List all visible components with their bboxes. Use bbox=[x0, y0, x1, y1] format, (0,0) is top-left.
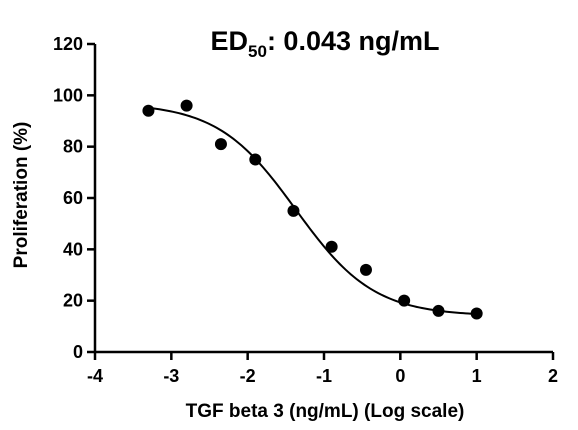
data-point bbox=[470, 307, 483, 320]
chart-title-suffix: : 0.043 ng/mL bbox=[267, 26, 440, 56]
x-axis-title: TGF beta 3 (ng/mL) (Log scale) bbox=[186, 401, 465, 422]
y-axis: 0 20 40 60 80 100 120 bbox=[53, 34, 97, 362]
fit-curve bbox=[148, 106, 477, 316]
data-points bbox=[142, 99, 483, 320]
y-axis-title: Proliferation (%) bbox=[11, 122, 32, 269]
data-point bbox=[287, 204, 300, 217]
x-tick-label: 1 bbox=[472, 366, 482, 386]
data-point bbox=[142, 104, 155, 117]
chart-title-prefix: ED bbox=[211, 26, 249, 56]
data-point bbox=[398, 294, 411, 307]
x-tick-label: -2 bbox=[240, 366, 256, 386]
data-point bbox=[180, 99, 193, 112]
data-point bbox=[432, 304, 445, 317]
y-tick-label: 0 bbox=[73, 342, 83, 362]
data-point bbox=[214, 138, 227, 151]
chart-title: ED50: 0.043 ng/mL bbox=[211, 26, 440, 61]
y-tick-label: 120 bbox=[53, 34, 83, 54]
data-point bbox=[359, 263, 372, 276]
x-tick-label: 2 bbox=[548, 366, 558, 386]
x-axis: -4 -3 -2 -1 0 1 2 bbox=[87, 350, 558, 386]
x-tick-label: -4 bbox=[87, 366, 103, 386]
y-tick-label: 20 bbox=[63, 291, 83, 311]
fit-curve-group bbox=[148, 106, 477, 316]
x-tick-label: -3 bbox=[163, 366, 179, 386]
y-tick-label: 40 bbox=[63, 239, 83, 259]
x-tick-label: 0 bbox=[395, 366, 405, 386]
data-point bbox=[249, 153, 262, 166]
y-tick-label: 100 bbox=[53, 85, 83, 105]
x-tick-label: -1 bbox=[316, 366, 332, 386]
y-tick-label: 60 bbox=[63, 188, 83, 208]
y-tick-label: 80 bbox=[63, 137, 83, 157]
chart-title-subscript: 50 bbox=[248, 42, 267, 61]
data-point bbox=[325, 240, 338, 253]
